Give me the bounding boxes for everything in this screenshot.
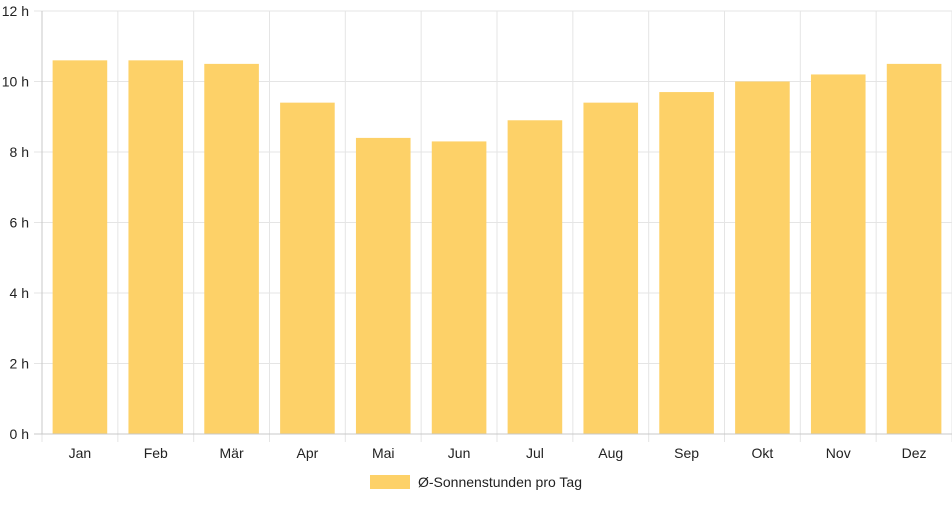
axes xyxy=(34,11,952,435)
bar[interactable] xyxy=(886,63,942,434)
y-tick-label: 2 h xyxy=(10,356,29,372)
bar[interactable] xyxy=(204,63,259,434)
x-tick-label: Mär xyxy=(220,445,244,461)
y-tick-label: 4 h xyxy=(10,285,29,301)
grid-lines xyxy=(34,10,952,442)
x-tick-label: Jul xyxy=(526,445,544,461)
x-tick-label: Nov xyxy=(826,445,851,461)
y-tick-label: 8 h xyxy=(10,144,29,160)
bar[interactable] xyxy=(431,141,487,435)
x-tick-label: Sep xyxy=(674,445,699,461)
bar[interactable] xyxy=(52,60,108,434)
bars xyxy=(52,60,942,435)
x-axis-ticks: Jan Feb Mär Apr Mai Jun Jul Aug Sep Okt Nov Dez xyxy=(69,445,927,461)
bar[interactable] xyxy=(280,102,335,435)
y-tick-label: 12 h xyxy=(2,3,29,19)
x-tick-label: Dez xyxy=(902,445,927,461)
bar[interactable] xyxy=(507,120,563,435)
bar[interactable] xyxy=(128,60,184,434)
x-tick-label: Aug xyxy=(598,445,623,461)
bar[interactable] xyxy=(355,137,411,434)
y-tick-label: 10 h xyxy=(2,74,29,90)
x-tick-label: Jun xyxy=(448,445,471,461)
x-tick-label: Mai xyxy=(372,445,395,461)
bar[interactable] xyxy=(735,81,790,435)
x-tick-label: Jan xyxy=(69,445,92,461)
bar[interactable] xyxy=(583,102,639,435)
x-tick-label: Apr xyxy=(297,445,319,461)
y-tick-label: 6 h xyxy=(10,215,29,231)
y-tick-label: 0 h xyxy=(10,426,29,442)
bar[interactable] xyxy=(659,92,714,434)
bar[interactable] xyxy=(810,74,866,434)
y-axis-ticks: 0 h 2 h 4 h 6 h 8 h 10 h 12 h xyxy=(2,3,29,442)
x-tick-label: Feb xyxy=(144,445,168,461)
legend[interactable]: Ø-Sonnenstunden pro Tag xyxy=(370,474,582,490)
x-tick-label: Okt xyxy=(752,445,774,461)
legend-swatch[interactable] xyxy=(370,475,410,489)
legend-label: Ø-Sonnenstunden pro Tag xyxy=(418,474,582,490)
